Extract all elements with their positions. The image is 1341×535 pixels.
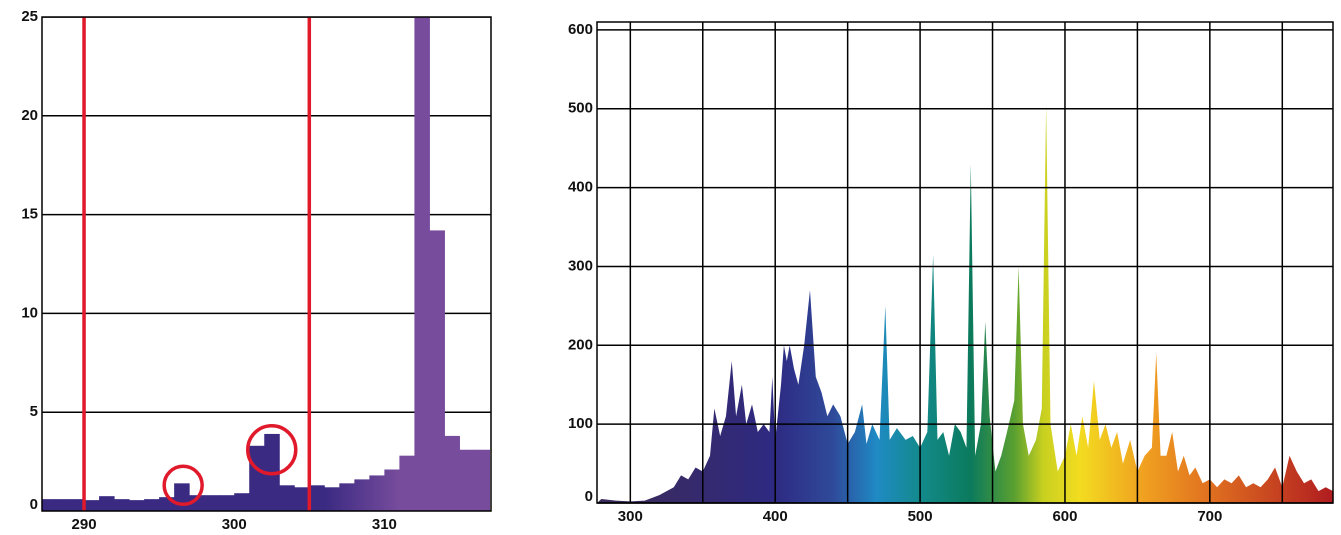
bar xyxy=(114,499,130,511)
y-tick-label: 200 xyxy=(568,336,593,353)
bar xyxy=(459,449,475,511)
plot-frame xyxy=(41,16,492,512)
bar xyxy=(129,500,145,511)
plot-frame xyxy=(596,21,1334,504)
bar xyxy=(99,496,115,511)
y-tick-label: 300 xyxy=(568,257,593,274)
bar xyxy=(474,449,490,511)
bar xyxy=(384,469,400,511)
highlight-circle xyxy=(246,423,298,476)
bar xyxy=(189,495,205,511)
bar xyxy=(204,495,220,511)
bar xyxy=(54,499,70,511)
bar xyxy=(369,475,385,511)
y-tick-label: 0 xyxy=(585,488,593,505)
y-tick-label: 10 xyxy=(21,304,38,321)
bar xyxy=(444,435,460,511)
x-tick-label: 400 xyxy=(763,508,788,525)
y-tick-label: 0 xyxy=(30,496,38,513)
bar xyxy=(294,487,310,511)
highlight-circle xyxy=(162,464,204,507)
x-tick-label: 600 xyxy=(1052,508,1077,525)
bars xyxy=(42,17,491,511)
bar xyxy=(279,485,295,511)
bar xyxy=(219,495,235,511)
bar xyxy=(42,499,55,511)
bar xyxy=(339,483,355,511)
bar xyxy=(324,487,340,511)
bar xyxy=(69,499,85,511)
y-tick-label: 600 xyxy=(568,21,593,38)
bar xyxy=(84,500,100,511)
y-tick-label: 25 xyxy=(21,8,38,25)
y-tick-label: 5 xyxy=(30,403,38,420)
bar xyxy=(144,499,160,511)
bar xyxy=(309,485,325,511)
bar xyxy=(249,445,265,511)
y-tick-label: 15 xyxy=(21,206,38,223)
x-tick-label: 500 xyxy=(908,508,933,525)
bar xyxy=(429,230,445,511)
y-tick-label: 500 xyxy=(568,100,593,117)
y-tick-label: 20 xyxy=(21,107,38,124)
y-tick-label: 400 xyxy=(568,179,593,196)
x-tick-label: 310 xyxy=(372,516,397,533)
x-tick-label: 300 xyxy=(618,508,643,525)
bar xyxy=(174,483,190,511)
bar xyxy=(414,17,430,511)
bar xyxy=(354,479,370,511)
bar xyxy=(399,455,415,511)
x-tick-label: 300 xyxy=(222,516,247,533)
bar xyxy=(234,493,250,511)
spectrum-area xyxy=(597,104,1333,504)
x-tick-label: 290 xyxy=(72,516,97,533)
x-tick-label: 700 xyxy=(1197,508,1222,525)
y-tick-label: 100 xyxy=(568,415,593,432)
